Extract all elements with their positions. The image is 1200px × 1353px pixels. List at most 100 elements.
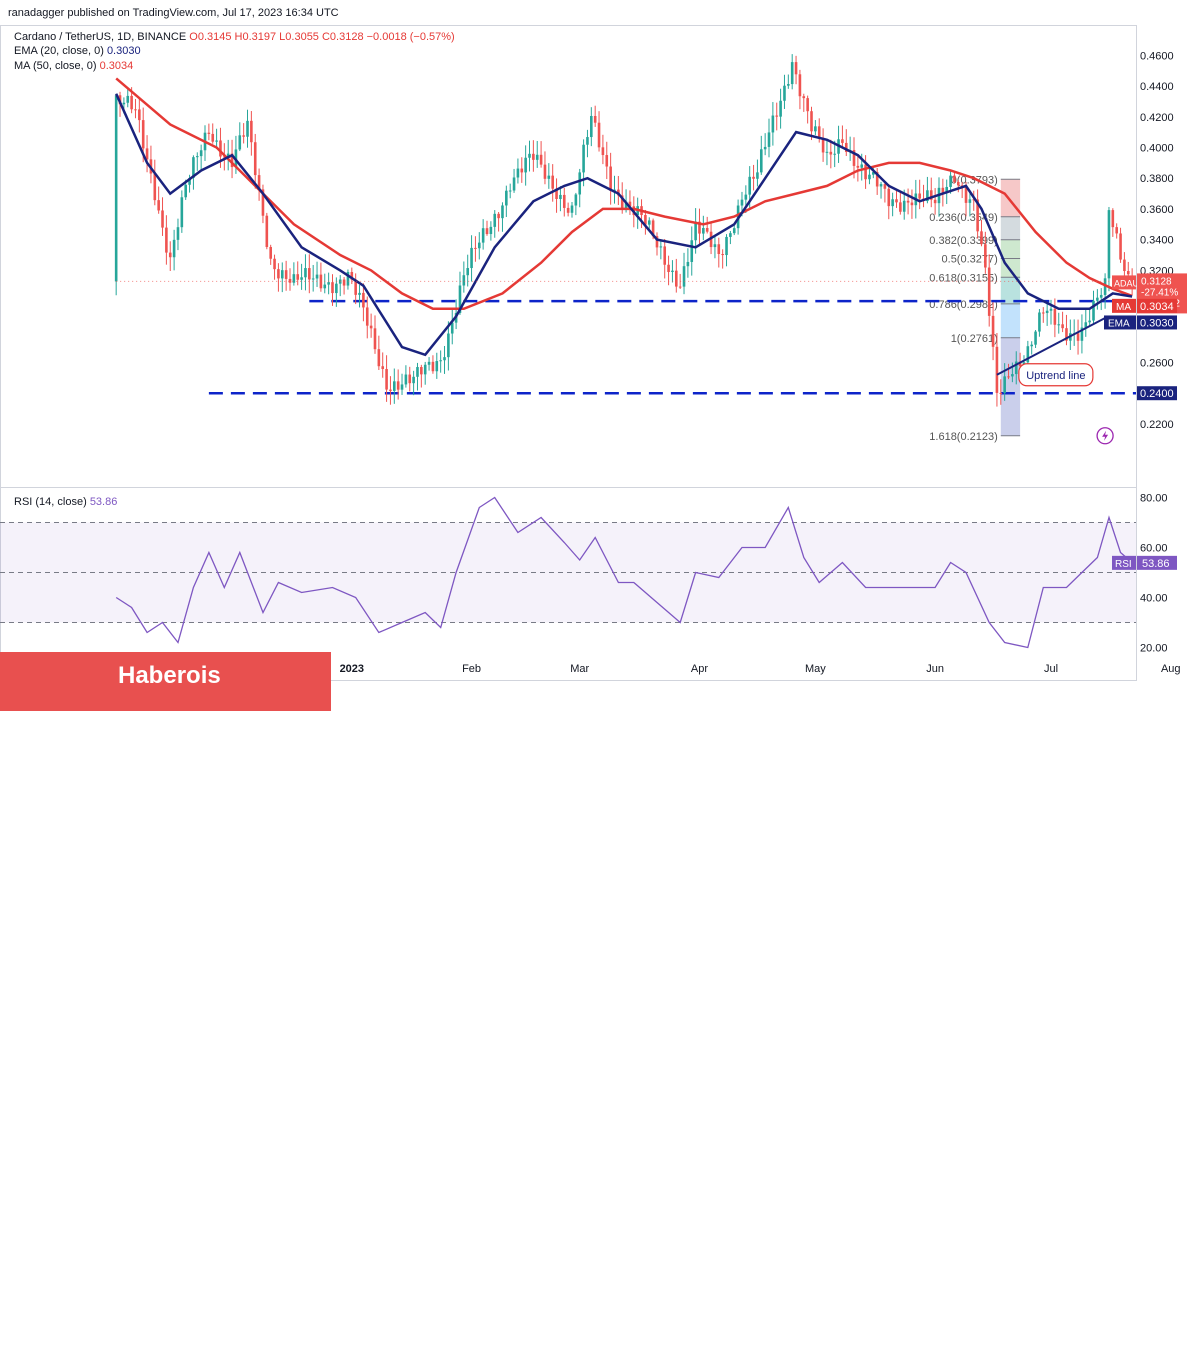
candle-body	[771, 115, 775, 133]
candle-body	[686, 261, 690, 267]
candle-body	[918, 193, 921, 199]
level-price-box	[1137, 386, 1177, 401]
candle-body	[964, 186, 968, 203]
candle-body	[891, 199, 894, 207]
candle-body	[821, 137, 825, 153]
candle-body	[825, 151, 829, 153]
candle-body	[242, 135, 245, 137]
candle-body	[447, 333, 450, 358]
candle-body	[404, 374, 408, 385]
candle-body	[705, 228, 709, 232]
candle-body	[450, 322, 454, 334]
candle-body	[1119, 233, 1122, 260]
price-tick-label: 0.4200	[1140, 112, 1174, 124]
candle-body	[1088, 320, 1091, 323]
rsi-tag	[1112, 555, 1136, 570]
fib-level-label: 1(0.2761)	[951, 333, 998, 345]
candle-body	[219, 140, 222, 157]
candle-body	[161, 210, 164, 228]
candle-body	[559, 194, 562, 200]
candle-body	[802, 96, 806, 99]
candle-body	[172, 239, 176, 258]
candle-body	[284, 270, 288, 279]
candle-body	[253, 142, 257, 176]
legend-ma-row[interactable]: MA (50, close, 0) 0.3034	[14, 60, 133, 72]
legend-ema-row[interactable]: EMA (20, close, 0) 0.3030	[14, 45, 141, 57]
candle-body	[199, 150, 203, 157]
candle-body	[790, 62, 794, 85]
candle-body	[810, 111, 813, 132]
candle-body	[381, 366, 385, 370]
candle-body	[358, 292, 361, 295]
candle-body	[412, 376, 415, 384]
fib-level-label: 0.618(0.3155)	[929, 272, 998, 284]
ma-tag-text: MA	[1116, 302, 1131, 313]
price-tick-label: 0.3400	[1140, 235, 1174, 247]
candle-body	[767, 132, 771, 147]
time-tick-label: Feb	[462, 663, 481, 675]
ema-tag	[1104, 315, 1136, 330]
price-tick-label: 0.2200	[1140, 419, 1174, 431]
ema-tag-text: EMA	[1108, 318, 1130, 329]
legend-symbol: Cardano / TetherUS, 1D, BINANCE	[14, 31, 187, 43]
candle-body	[311, 278, 315, 280]
last-price-tag	[1112, 275, 1136, 290]
ma50-line	[115, 77, 1133, 311]
candle-body	[624, 201, 628, 209]
candle-body	[195, 156, 199, 158]
candle-body	[787, 84, 790, 86]
price-tick-label: 0.4400	[1140, 81, 1174, 93]
candle-body	[512, 177, 516, 191]
candle-body	[1026, 346, 1030, 363]
fib-level-label: 0.786(0.2982)	[929, 299, 998, 311]
candle-body	[763, 146, 767, 150]
candle-body	[933, 199, 937, 204]
candle-body	[1092, 300, 1095, 321]
candle-body	[628, 201, 632, 207]
candle-body	[207, 132, 211, 134]
price-tick-label: 0.3800	[1140, 173, 1174, 185]
candle-body	[999, 392, 1003, 394]
rsi-legend[interactable]: RSI (14, close) 53.86	[14, 496, 117, 508]
candle-body	[883, 184, 887, 189]
candle-body	[601, 147, 605, 156]
candle-body	[605, 155, 609, 167]
candle-body	[145, 148, 149, 160]
candle-body	[1065, 328, 1068, 341]
candle-body	[945, 186, 949, 194]
candle-body	[431, 361, 435, 372]
candle-body	[829, 151, 833, 155]
candle-body	[798, 74, 802, 97]
candle-body	[721, 254, 724, 256]
candle-body	[729, 233, 732, 237]
candle-body	[713, 244, 717, 248]
candle-body	[833, 153, 836, 155]
candle-body	[570, 205, 574, 213]
candle-body	[1111, 210, 1115, 228]
candle-body	[590, 115, 593, 138]
candle-body	[725, 236, 728, 256]
candle-body	[872, 172, 875, 175]
candle-body	[582, 144, 585, 173]
candle-body	[296, 274, 300, 280]
candle-body	[609, 166, 612, 191]
price-tick-label: 0.3600	[1140, 204, 1174, 216]
candle-body	[389, 389, 392, 391]
candle-body	[246, 120, 249, 137]
chart-canvas[interactable]: 0.4600 0.4400 0.4200 0.4000 0.3800 0.3600 0.34…	[0, 0, 1200, 711]
candle-body	[168, 252, 172, 258]
candle-body	[1003, 376, 1006, 394]
candle-body	[678, 286, 682, 288]
candle-body	[551, 175, 554, 189]
candle-body	[308, 268, 311, 280]
candle-body	[864, 164, 867, 180]
candle-body	[489, 226, 493, 235]
candle-body	[458, 285, 462, 313]
candle-body	[856, 165, 860, 168]
candle-body	[555, 188, 558, 200]
candle-body	[1107, 210, 1111, 279]
candle-body	[690, 240, 694, 262]
candle-body	[369, 325, 373, 329]
candle-body	[226, 153, 230, 157]
candle-body	[1099, 294, 1103, 298]
